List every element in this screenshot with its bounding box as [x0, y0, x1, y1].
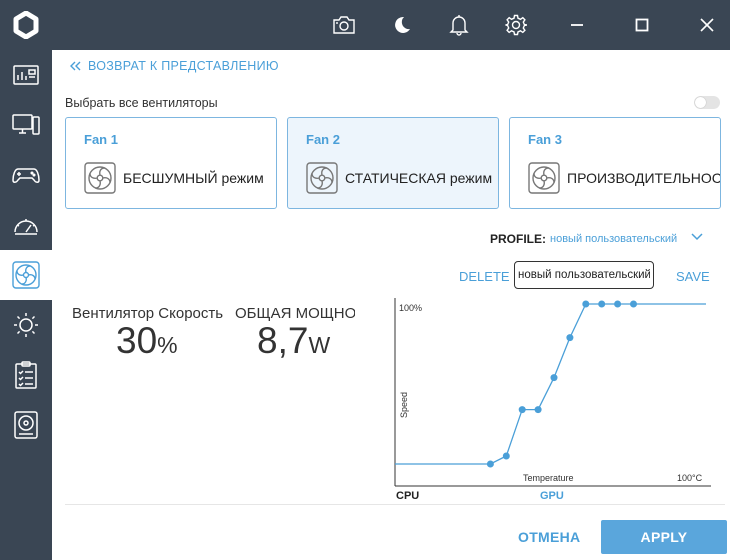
monitor-icon [12, 114, 40, 135]
close-button[interactable] [692, 10, 722, 40]
fan-speed-value: 30% [116, 320, 178, 362]
tab-gpu[interactable]: GPU [540, 490, 564, 502]
gear-icon [505, 14, 527, 36]
fan-icon [528, 162, 560, 194]
chart-y-axis-label: Speed [399, 392, 409, 418]
close-icon [700, 18, 714, 32]
screenshot-button[interactable] [329, 10, 359, 40]
tab-cpu[interactable]: CPU [396, 490, 420, 502]
curve-point-5[interactable] [566, 334, 574, 342]
chevron-down-icon[interactable] [690, 232, 704, 242]
sidebar-item-storage[interactable] [0, 400, 52, 450]
chart-x-axis-label: Temperature [523, 473, 574, 483]
select-all-label: Выбрать все вентиляторы [65, 96, 218, 110]
maximize-button[interactable] [627, 10, 657, 40]
profile-dropdown[interactable]: новый пользовательский [550, 233, 678, 245]
moon-icon [395, 16, 410, 33]
fan-title: Fan 2 [306, 132, 340, 147]
fan-mode: ПРОИЗВОДИТЕЛЬНОСТЬ [567, 170, 721, 186]
sidebar-item-lighting[interactable] [0, 300, 52, 350]
back-link-label: ВОЗВРАТ К ПРЕДСТАВЛЕНИЮ [88, 59, 279, 73]
sidebar-item-fans[interactable] [0, 250, 52, 300]
back-link[interactable]: ВОЗВРАТ К ПРЕДСТАВЛЕНИЮ [70, 59, 279, 73]
dashboard-icon [13, 65, 39, 85]
fan-speed-label: Вентилятор Скорость [72, 305, 224, 322]
profile-label: PROFILE: [490, 232, 546, 246]
fan-title: Fan 3 [528, 132, 562, 147]
theme-button[interactable] [387, 10, 417, 40]
camera-icon [333, 16, 355, 34]
sidebar-item-performance[interactable] [0, 200, 52, 250]
fan-card-2[interactable]: Fan 2 СТАТИЧЕСКАЯ режим [287, 117, 499, 209]
notifications-button[interactable] [444, 10, 474, 40]
fan-mode: БЕСШУМНЫЙ режим [123, 170, 264, 186]
minimize-icon [571, 24, 583, 26]
apply-button[interactable]: APPLY [601, 520, 727, 554]
fan-speed-number: 30 [116, 320, 158, 361]
fan-curve-chart[interactable]: 100% Speed Temperature 100°C [393, 296, 713, 496]
title-bar [52, 0, 730, 50]
curve-point-6[interactable] [582, 300, 590, 308]
sidebar-item-monitor[interactable] [0, 100, 52, 150]
maximize-icon [635, 18, 649, 32]
curve-point-2[interactable] [518, 406, 526, 414]
footer-divider [65, 504, 725, 505]
cancel-button[interactable]: ОТМЕНА [518, 529, 581, 545]
fan-curve-line [395, 303, 706, 465]
curve-point-1[interactable] [502, 452, 510, 460]
minimize-button[interactable] [562, 10, 592, 40]
settings-button[interactable] [501, 10, 531, 40]
fan-speed-unit: % [157, 332, 178, 358]
fan-icon [306, 162, 338, 194]
chart-x-max-label: 100°C [677, 473, 703, 483]
fan-mode: СТАТИЧЕСКАЯ режим [345, 170, 493, 186]
sidebar-item-gaming[interactable] [0, 150, 52, 200]
fan-card-3[interactable]: Fan 3 ПРОИЗВОДИТЕЛЬНОСТЬ [509, 117, 721, 209]
total-power-number: 8,7 [257, 320, 309, 361]
sidebar-item-tasks[interactable] [0, 350, 52, 400]
fan-icon [12, 261, 40, 289]
bell-icon [449, 15, 469, 36]
sidebar [0, 0, 52, 560]
logo-icon [13, 11, 39, 39]
curve-point-3[interactable] [534, 406, 542, 414]
curve-point-0[interactable] [486, 460, 494, 468]
profile-name-input[interactable] [514, 261, 654, 289]
curve-point-4[interactable] [550, 374, 558, 382]
delete-button[interactable]: DELETE [459, 269, 510, 284]
chart-y-max-label: 100% [399, 303, 422, 313]
disk-icon [14, 411, 38, 439]
total-power-unit: W [308, 332, 331, 358]
curve-point-7[interactable] [598, 300, 606, 308]
total-power-label: ОБЩАЯ МОЩНОСТЬ [235, 305, 355, 322]
sidebar-item-dashboard[interactable] [0, 50, 52, 100]
gauge-icon [14, 219, 38, 235]
fan-title: Fan 1 [84, 132, 118, 147]
fan-card-1[interactable]: Fan 1 БЕСШУМНЫЙ режим [65, 117, 277, 209]
save-button[interactable]: SAVE [676, 269, 710, 284]
curve-point-9[interactable] [630, 300, 637, 308]
toggle-knob [695, 97, 706, 108]
select-all-toggle[interactable] [694, 96, 720, 109]
total-power-value: 8,7W [257, 320, 330, 362]
app-logo [0, 0, 52, 50]
clipboard-icon [15, 361, 37, 389]
double-chevron-left-icon [70, 61, 81, 71]
fan-icon [84, 162, 116, 194]
sun-icon [14, 313, 38, 337]
curve-point-8[interactable] [614, 300, 622, 308]
gamepad-icon [12, 168, 40, 183]
